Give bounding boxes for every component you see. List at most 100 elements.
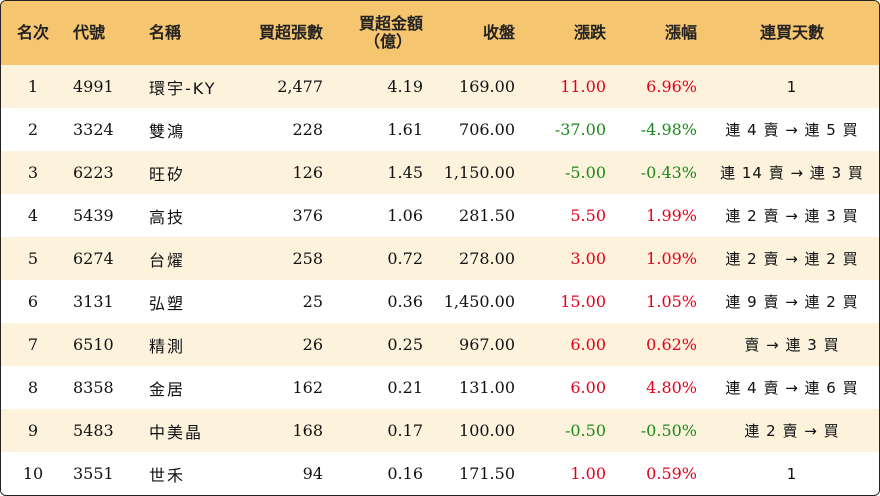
cell-net-buy-amount: 0.36 [387, 292, 423, 311]
cell-name: 弘塑 [149, 293, 186, 313]
cell-change-pct: 0.59% [646, 464, 697, 483]
cell-close: 967.00 [459, 335, 515, 354]
cell-net-buy-shares: 25 [302, 292, 323, 311]
cell-change-pct: 1.99% [646, 206, 697, 225]
table-row: 4 5439 高技 376 1.06 281.50 5.50 1.99% 連 2 賣 → 連 3… [1, 194, 879, 237]
header-row: 名次 代號 名稱 買超張數 買超金額 （億） 收盤 漲跌 漲幅 連買天數 [1, 1, 879, 65]
cell-net-buy-amount: 0.25 [387, 335, 423, 354]
cell-rank: 9 [27, 421, 39, 440]
cell-rank: 7 [27, 335, 39, 354]
cell-name: 高技 [149, 207, 186, 227]
cell-buy-streak: 連 4 賣 → 連 5 買 [725, 121, 859, 139]
cell-buy-streak: 連 4 賣 → 連 6 買 [725, 379, 859, 397]
cell-code: 6223 [73, 163, 114, 182]
header-change: 漲跌 [573, 23, 606, 42]
cell-net-buy-amount: 0.72 [387, 249, 423, 268]
cell-buy-streak: 賣 → 連 3 買 [744, 336, 840, 354]
cell-buy-streak: 連 2 賣 → 買 [744, 422, 840, 440]
table-row: 9 5483 中美晶 168 0.17 100.00 -0.50 -0.50% 連 2 賣 → … [1, 409, 879, 452]
table-row: 1 4991 環宇-KY 2,477 4.19 169.00 11.00 6.96% 1 [1, 65, 879, 108]
header-name: 名稱 [149, 23, 182, 42]
cell-change: -5.00 [564, 163, 606, 182]
cell-rank: 4 [27, 206, 39, 225]
cell-net-buy-amount: 0.17 [387, 421, 423, 440]
cell-change: -37.00 [554, 120, 606, 139]
cell-net-buy-shares: 168 [292, 421, 323, 440]
cell-code: 5483 [73, 421, 114, 440]
cell-rank: 6 [27, 292, 39, 311]
cell-name: 中美晶 [149, 422, 204, 442]
table-row: 3 6223 旺矽 126 1.45 1,150.00 -5.00 -0.43% 連 14 賣 … [1, 151, 879, 194]
cell-close: 1,450.00 [443, 292, 515, 311]
cell-net-buy-shares: 2,477 [277, 77, 323, 96]
cell-rank: 5 [27, 249, 39, 268]
cell-change-pct: -4.98% [640, 120, 697, 139]
cell-net-buy-amount: 4.19 [387, 77, 423, 96]
cell-change-pct: 6.96% [646, 77, 697, 96]
cell-change: -0.50 [564, 421, 606, 440]
cell-rank: 2 [27, 120, 39, 139]
cell-buy-streak: 1 [786, 77, 798, 96]
table-row: 8 8358 金居 162 0.21 131.00 6.00 4.80% 連 4 賣 → 連 6… [1, 366, 879, 409]
cell-code: 6510 [73, 335, 114, 354]
header-change-pct: 漲幅 [664, 23, 697, 42]
cell-change: 5.50 [570, 206, 606, 225]
table-row: 2 3324 雙鴻 228 1.61 706.00 -37.00 -4.98% 連 4 賣 → … [1, 108, 879, 151]
cell-rank: 10 [22, 464, 44, 483]
cell-change-pct: 1.09% [646, 249, 697, 268]
cell-net-buy-amount: 0.16 [387, 464, 423, 483]
cell-name: 世禾 [149, 465, 186, 485]
cell-change-pct: -0.50% [640, 421, 697, 440]
cell-code: 3551 [73, 464, 114, 483]
cell-net-buy-amount: 0.21 [387, 378, 423, 397]
cell-change: 3.00 [570, 249, 606, 268]
cell-rank: 8 [27, 378, 39, 397]
cell-change: 6.00 [570, 378, 606, 397]
cell-rank: 1 [27, 77, 39, 96]
cell-net-buy-shares: 126 [292, 163, 323, 182]
cell-rank: 3 [27, 163, 39, 182]
cell-close: 131.00 [459, 378, 515, 397]
cell-name: 金居 [149, 379, 186, 399]
cell-close: 169.00 [459, 77, 515, 96]
cell-code: 3131 [73, 292, 114, 311]
header-net-buy-amount-line2: （億） [363, 32, 412, 51]
cell-code: 4991 [73, 77, 114, 96]
table-row: 10 3551 世禾 94 0.16 171.50 1.00 0.59% 1 [1, 452, 879, 495]
header-net-buy-shares: 買超張數 [258, 23, 323, 42]
cell-change: 11.00 [560, 77, 606, 96]
cell-code: 6274 [73, 249, 114, 268]
cell-close: 706.00 [459, 120, 515, 139]
cell-close: 281.50 [459, 206, 515, 225]
cell-close: 278.00 [459, 249, 515, 268]
cell-buy-streak: 連 9 賣 → 連 2 買 [725, 293, 859, 311]
cell-change: 1.00 [570, 464, 606, 483]
cell-change-pct: 4.80% [646, 378, 697, 397]
cell-net-buy-shares: 228 [292, 120, 323, 139]
cell-code: 8358 [73, 378, 114, 397]
cell-name: 雙鴻 [149, 121, 186, 141]
cell-name: 旺矽 [149, 164, 186, 184]
cell-change-pct: 1.05% [646, 292, 697, 311]
cell-net-buy-amount: 1.06 [387, 206, 423, 225]
header-rank: 名次 [16, 23, 49, 42]
cell-net-buy-shares: 94 [302, 464, 323, 483]
cell-net-buy-amount: 1.45 [387, 163, 423, 182]
cell-buy-streak: 連 14 賣 → 連 3 買 [720, 164, 864, 182]
cell-code: 5439 [73, 206, 114, 225]
cell-buy-streak: 1 [786, 464, 798, 483]
header-buy-streak: 連買天數 [759, 23, 824, 42]
cell-name: 台燿 [149, 250, 186, 270]
cell-net-buy-amount: 1.61 [387, 120, 423, 139]
cell-name: 精測 [149, 336, 186, 356]
cell-close: 100.00 [459, 421, 515, 440]
table-row: 5 6274 台燿 258 0.72 278.00 3.00 1.09% 連 2 賣 → 連 2… [1, 237, 879, 280]
cell-close: 1,150.00 [443, 163, 515, 182]
cell-close: 171.50 [459, 464, 515, 483]
header-close: 收盤 [482, 23, 515, 42]
cell-buy-streak: 連 2 賣 → 連 2 買 [725, 250, 859, 268]
table-row: 7 6510 精測 26 0.25 967.00 6.00 0.62% 賣 → 連 3 買 [1, 323, 879, 366]
cell-net-buy-shares: 26 [302, 335, 323, 354]
